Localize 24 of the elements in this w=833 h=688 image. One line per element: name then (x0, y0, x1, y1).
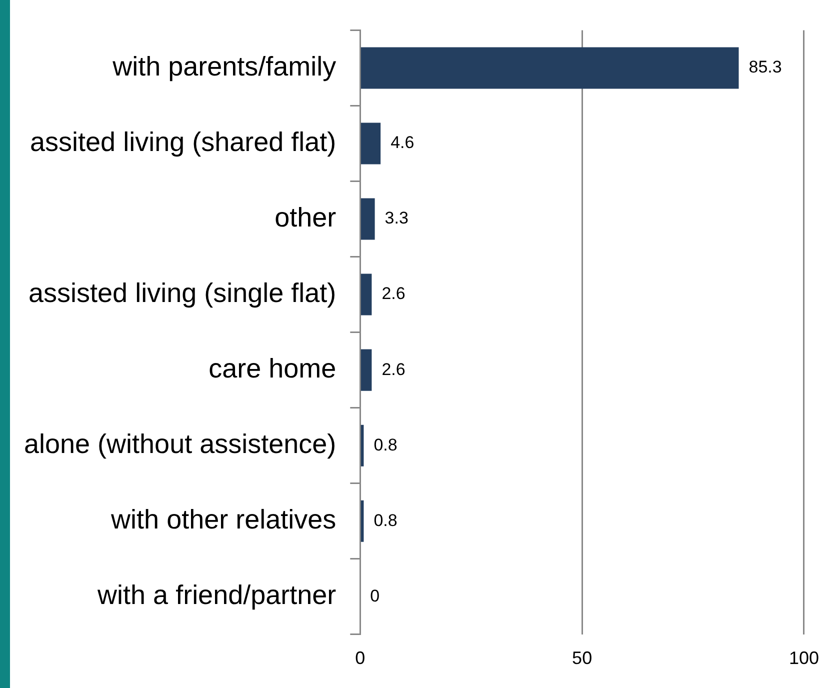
data-label: 3.3 (384, 208, 408, 228)
y-tick-label: assisted living (single flat) (28, 278, 336, 308)
x-tick-label: 100 (788, 648, 820, 668)
data-label: 0.8 (374, 510, 398, 530)
bar (360, 47, 739, 89)
data-label: 2.6 (382, 284, 406, 304)
bar (360, 274, 372, 316)
bar (360, 122, 381, 164)
y-tick-label: care home (208, 354, 336, 384)
data-label: 4.6 (390, 133, 414, 152)
x-tick-label: 0 (355, 648, 366, 668)
bar (360, 349, 372, 391)
bar (360, 198, 375, 240)
y-tick-label: with parents/family (112, 51, 337, 82)
y-tick-label: with a friend/partner (96, 580, 336, 610)
y-tick-label: with other relatives (110, 504, 336, 535)
y-tick-label: alone (without assistence) (24, 429, 336, 460)
data-label: 0 (370, 586, 380, 606)
y-tick-label: other (274, 202, 336, 232)
data-label: 2.6 (382, 360, 406, 379)
y-tick-label: assited living (shared flat) (30, 126, 336, 157)
data-label: 0.8 (374, 435, 398, 454)
x-tick-label: 50 (572, 648, 592, 668)
data-label: 85.3 (748, 58, 782, 77)
